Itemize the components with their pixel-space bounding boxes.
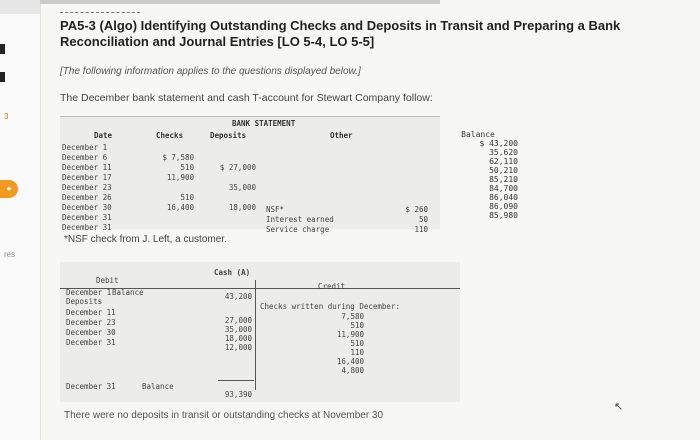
debit-balance-label: Balance — [112, 288, 144, 297]
nsf-footnote: *NSF check from J. Left, a customer. — [64, 234, 227, 245]
balance-column: Balance $ 43,200 35,620 62,110 50,210 85… — [438, 130, 518, 220]
date-cell: December 23 — [62, 183, 112, 192]
rail-item-3[interactable]: 3 — [4, 112, 9, 121]
left-rail: 3 ● res — [0, 0, 41, 440]
deposit-cell: 35,000 — [228, 183, 256, 192]
bank-statement-title: BANK STATEMENT — [232, 119, 296, 128]
date-cell: December 26 — [62, 193, 112, 202]
date-cell: December 11 — [62, 163, 112, 172]
debit-cell: 27,000 — [224, 316, 252, 325]
t-left-label: December 1 — [66, 288, 112, 297]
rail-marker — [0, 44, 5, 54]
balance-cell: 86,040 — [489, 193, 518, 202]
credit-cell: 7,580 — [341, 312, 364, 321]
debit-cell: 18,000 — [224, 334, 252, 343]
header-deposits: Deposits — [210, 131, 247, 140]
debit-cell: 43,200 — [224, 292, 252, 301]
header-date: Date — [94, 131, 113, 140]
warning-icon[interactable]: ● — [0, 180, 18, 198]
ending-balance-label: Balance — [142, 382, 174, 391]
balance-cell: 85,210 — [489, 175, 518, 184]
bank-statement: BANK STATEMENT Date Checks Deposits Othe… — [60, 116, 440, 234]
t-horizontal-line — [60, 288, 460, 289]
balance-cell: 85,980 — [489, 211, 518, 220]
t-account-title: Cash (A) — [214, 268, 251, 277]
credit-cell: 110 — [350, 348, 364, 357]
problem-intro: The December bank statement and cash T-a… — [60, 92, 433, 104]
date-cell: December 17 — [62, 173, 112, 182]
t-left-label: December 11 — [66, 308, 116, 317]
date-cell: December 31 — [62, 223, 112, 232]
balance-cell: $ 43,200 — [479, 139, 518, 148]
check-cell: 16,400 — [166, 203, 194, 212]
t-left-label: December 30 — [66, 328, 116, 337]
deposit-cell: 18,000 — [228, 203, 256, 212]
debit-cell: 35,000 — [224, 325, 252, 334]
other-value: 50 — [418, 215, 428, 224]
deposit-cell: $ 27,000 — [219, 163, 256, 172]
other-label: Service charge — [266, 225, 330, 234]
top-bar — [40, 0, 440, 4]
rail-tab[interactable] — [0, 0, 40, 14]
balance-cell: 62,110 — [489, 157, 518, 166]
date-cell: December 30 — [62, 203, 112, 212]
cash-t-account: Cash (A) Debit Balance Credit December 1… — [60, 262, 460, 402]
other-value: 110 — [414, 225, 428, 234]
check-cell: 510 — [180, 193, 194, 202]
mouse-cursor-icon: ↖ — [614, 401, 624, 413]
t-vertical-line — [255, 280, 256, 390]
t-left-label: Deposits — [66, 297, 103, 306]
date-cell: December 6 — [62, 153, 108, 162]
other-value: $ 260 — [405, 205, 428, 214]
ending-balance-value: 93,390 — [224, 390, 252, 399]
rail-marker — [0, 72, 5, 82]
check-cell: 510 — [180, 163, 194, 172]
header-balance: Balance — [461, 130, 495, 139]
t-left-label: December 23 — [66, 318, 116, 327]
credit-caption: Checks written during December: — [260, 302, 400, 311]
credit-cell: 4,800 — [341, 366, 364, 375]
credit-cell: 510 — [350, 321, 364, 330]
credit-cell: 16,400 — [336, 357, 364, 366]
debit-header: Debit — [96, 276, 119, 285]
other-label: Interest earned — [266, 215, 334, 224]
dashed-rule — [60, 12, 140, 13]
balance-cell: 84,700 — [489, 184, 518, 193]
balance-cell: 50,210 — [489, 166, 518, 175]
debit-cell: 12,000 — [224, 343, 252, 352]
check-cell: 11,900 — [166, 173, 194, 182]
header-checks: Checks — [156, 131, 184, 140]
rail-item-res[interactable]: res — [4, 250, 16, 259]
date-cell: December 31 — [62, 213, 112, 222]
t-left-label: December 31 — [66, 338, 116, 347]
date-cell: December 1 — [62, 143, 108, 152]
sum-line — [218, 380, 254, 381]
ending-date: December 31 — [66, 382, 116, 391]
other-label: NSF* — [266, 205, 285, 214]
problem-note: [The following information applies to th… — [60, 66, 361, 77]
credit-cell: 510 — [350, 339, 364, 348]
header-other: Other — [330, 131, 353, 140]
check-cell: $ 7,580 — [162, 153, 194, 162]
problem-title: PA5-3 (Algo) Identifying Outstanding Che… — [60, 18, 621, 49]
credit-header: Credit — [318, 282, 346, 291]
cut-off-text: There were no deposits in transit or out… — [64, 410, 384, 421]
balance-cell: 86,090 — [489, 202, 518, 211]
credit-cell: 11,900 — [336, 330, 364, 339]
balance-cell: 35,620 — [489, 148, 518, 157]
